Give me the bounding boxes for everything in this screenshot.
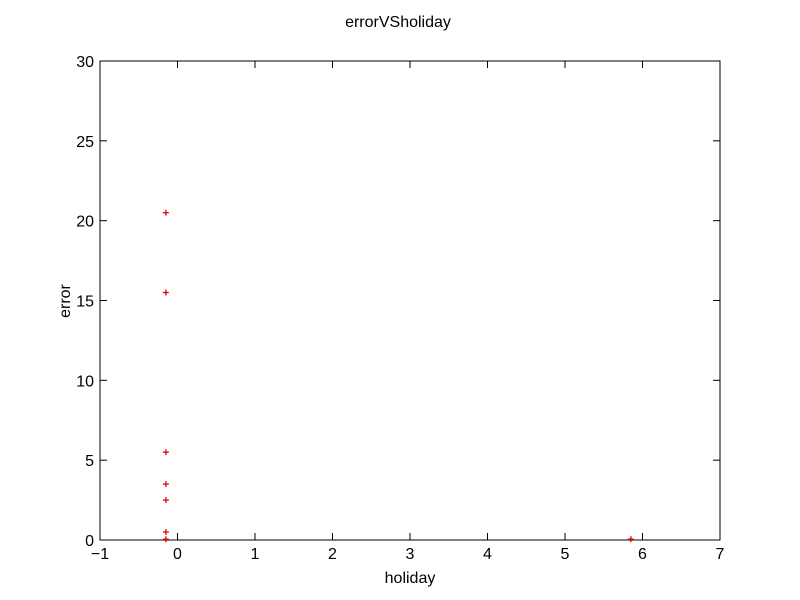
y-tick-label: 20 (76, 214, 94, 231)
x-tick-label: 5 (561, 546, 570, 563)
y-axis-label: error (57, 283, 74, 317)
data-point (162, 481, 169, 488)
data-point (627, 536, 634, 543)
x-tick-label: 2 (328, 546, 337, 563)
y-tick-label: 10 (76, 373, 94, 390)
data-point (162, 289, 169, 296)
x-tick-label: 6 (638, 546, 647, 563)
x-tick-label: 3 (406, 546, 415, 563)
x-tick-label: 7 (716, 546, 725, 563)
data-point (162, 529, 169, 536)
x-tick-label: −1 (91, 546, 109, 563)
data-points (162, 209, 634, 543)
y-tick-label: 5 (85, 453, 94, 470)
axis-ticks (99, 60, 721, 541)
x-tick-label: 0 (173, 546, 182, 563)
y-tick-label: 0 (85, 533, 94, 550)
plot-frame (99, 60, 721, 541)
data-point (162, 449, 169, 456)
chart-title: errorVSholiday (345, 14, 451, 31)
data-point (162, 536, 169, 543)
y-tick-label: 25 (76, 134, 94, 151)
y-tick-label: 30 (76, 54, 94, 71)
data-point (162, 497, 169, 504)
x-axis-label: holiday (385, 570, 436, 587)
x-tick-label: 4 (483, 546, 492, 563)
x-tick-label: 1 (251, 546, 260, 563)
data-point (162, 209, 169, 216)
y-tick-label: 15 (76, 294, 94, 311)
